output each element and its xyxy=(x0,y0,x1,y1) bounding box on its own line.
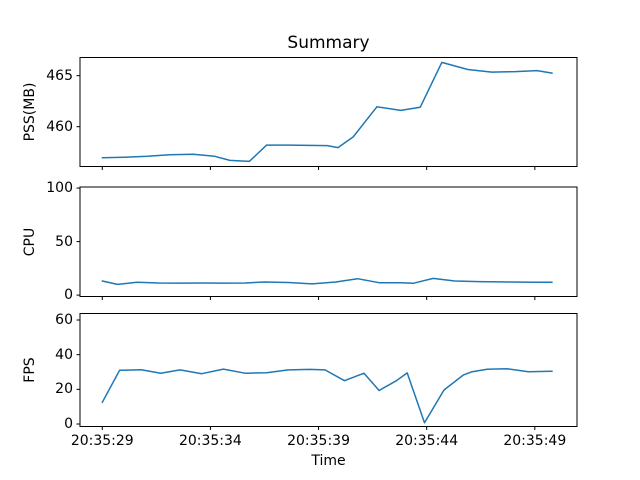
x-tick-label: 20:35:39 xyxy=(287,433,350,449)
axes-frame xyxy=(79,313,578,427)
x-tick-label: 20:35:29 xyxy=(70,433,134,449)
y-axis-label-fps: FPS xyxy=(22,357,38,383)
y-tick-label: 50 xyxy=(55,233,73,250)
axes-frame xyxy=(79,57,578,167)
x-axis-label: Time xyxy=(311,453,346,469)
y-tick-label: 40 xyxy=(55,346,73,363)
y-tick-label: 0 xyxy=(64,416,73,432)
y-tick-label: 465 xyxy=(46,67,73,84)
y-tick-label: 0 xyxy=(64,287,73,304)
line-series-fps xyxy=(101,367,553,424)
x-tick-label: 20:35:34 xyxy=(178,433,242,449)
y-tick-label: 20 xyxy=(55,381,73,398)
y-tick-label: 60 xyxy=(55,312,73,328)
line-series-cpu xyxy=(101,277,553,286)
axes-frame xyxy=(79,186,578,297)
y-tick-label: 100 xyxy=(46,180,73,197)
x-tick-label: 20:35:49 xyxy=(503,433,567,449)
figure-title: Summary xyxy=(287,33,370,53)
line-series-pssmb xyxy=(101,61,553,163)
x-tick-label: 20:35:44 xyxy=(395,433,459,449)
y-tick-label: 460 xyxy=(46,118,73,135)
